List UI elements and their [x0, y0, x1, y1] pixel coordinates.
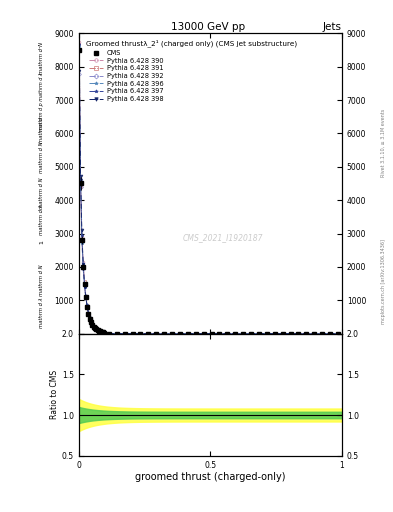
Text: Jets: Jets	[323, 22, 342, 32]
Text: mathrm d²N: mathrm d²N	[39, 42, 44, 74]
Text: CMS_2021_I1920187: CMS_2021_I1920187	[183, 233, 264, 242]
Text: Rivet 3.1.10, ≥ 3.1M events: Rivet 3.1.10, ≥ 3.1M events	[381, 109, 386, 178]
Text: Groomed thrustλ_2¹ (charged only) (CMS jet substructure): Groomed thrustλ_2¹ (charged only) (CMS j…	[86, 39, 298, 47]
Text: mathrm d λ: mathrm d λ	[39, 204, 44, 235]
Text: mathrm d N: mathrm d N	[39, 141, 44, 173]
Text: mcplots.cern.ch [arXiv:1306.3436]: mcplots.cern.ch [arXiv:1306.3436]	[381, 239, 386, 324]
Text: 13000 GeV pp: 13000 GeV pp	[171, 22, 245, 32]
X-axis label: groomed thrust (charged-only): groomed thrust (charged-only)	[135, 472, 285, 482]
Legend: CMS, Pythia 6.428 390, Pythia 6.428 391, Pythia 6.428 392, Pythia 6.428 396, Pyt: CMS, Pythia 6.428 390, Pythia 6.428 391,…	[87, 49, 165, 103]
Text: mathrm d: mathrm d	[39, 117, 44, 143]
Y-axis label: Ratio to CMS: Ratio to CMS	[50, 370, 59, 419]
Text: mathrm d λ: mathrm d λ	[39, 297, 44, 328]
Text: mathrm d p mathrm d λ: mathrm d p mathrm d λ	[39, 72, 44, 131]
Text: mathrm d N: mathrm d N	[39, 265, 44, 296]
Text: 1: 1	[39, 241, 44, 244]
Text: mathrm d N: mathrm d N	[39, 178, 44, 209]
